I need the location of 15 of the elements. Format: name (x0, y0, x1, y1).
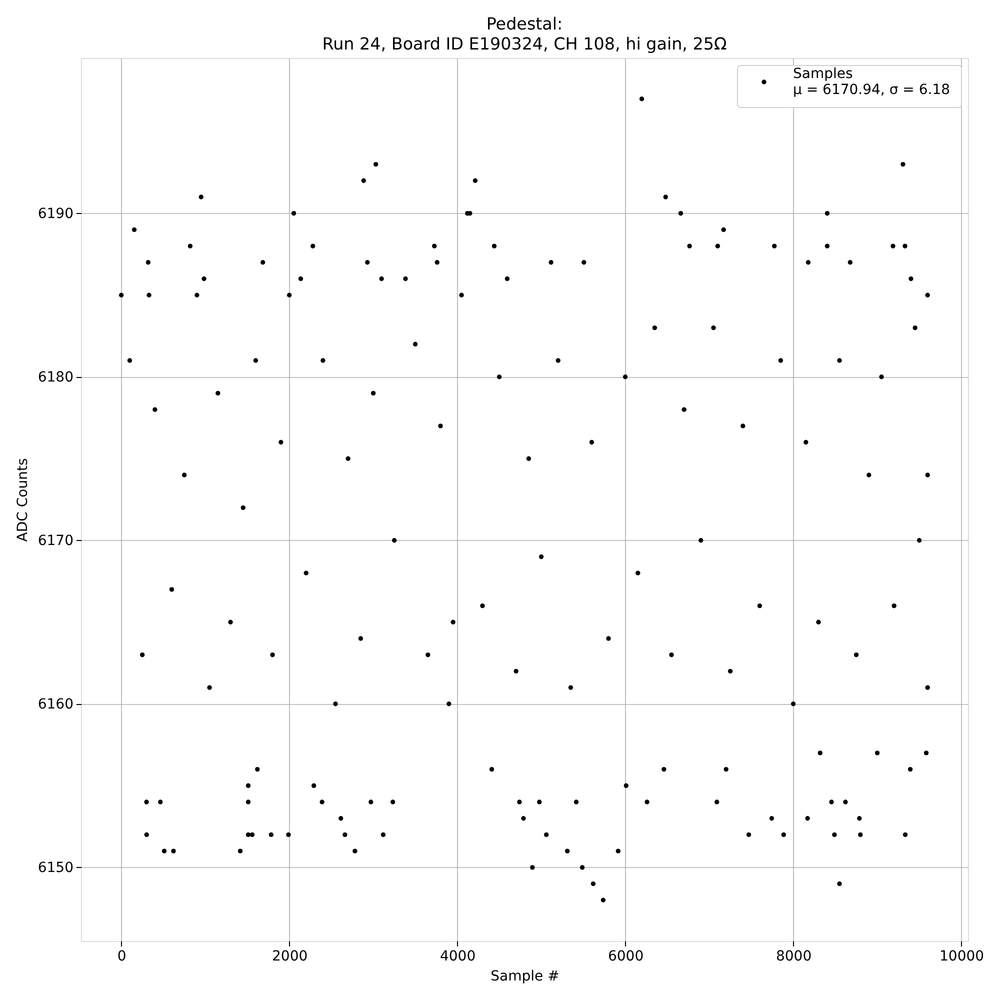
x-tick-label: 6000 (608, 948, 644, 964)
y-tick-label: 6180 (38, 369, 74, 386)
x-tick-label: 8000 (776, 948, 812, 964)
y-tick-label: 6150 (38, 860, 74, 876)
y-axis-title: ADC Counts (14, 458, 31, 542)
legend-label: Samples μ = 6170.94, σ = 6.18 (793, 66, 950, 98)
chart-title: Pedestal: Run 24, Board ID E190324, CH 108, hi gain, 25Ω (322, 13, 728, 54)
x-axis-title: Sample # (490, 968, 560, 984)
x-tick-label: 4000 (440, 948, 476, 964)
x-tick-label: 0 (117, 948, 126, 964)
y-tick-label: 6170 (38, 532, 74, 549)
y-tick-label: 6190 (38, 206, 74, 222)
x-tick-label: 2000 (272, 948, 308, 964)
y-tick-label: 6160 (38, 696, 74, 712)
x-tick-label: 10000 (940, 948, 984, 964)
